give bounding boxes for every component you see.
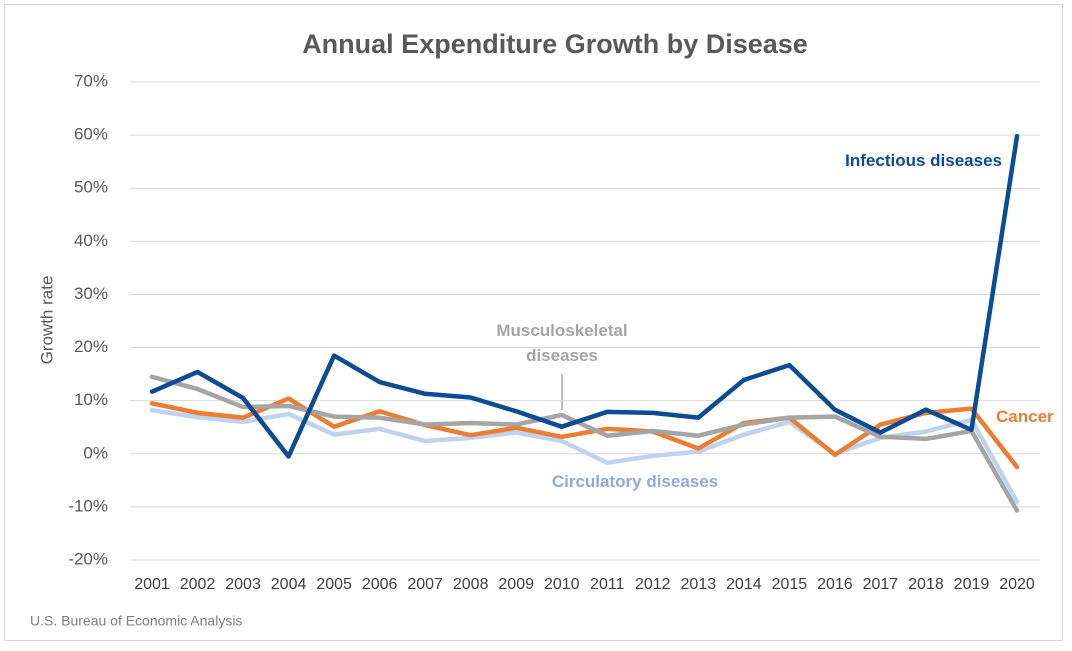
x-tick-label: 2012 (635, 576, 671, 593)
y-tick-label: 10% (74, 390, 108, 409)
x-tick-label: 2006 (362, 576, 398, 593)
series-label: Infectious diseases (845, 151, 1002, 170)
x-tick-label: 2017 (863, 576, 899, 593)
x-tick-label: 2009 (498, 576, 534, 593)
x-tick-label: 2013 (681, 576, 717, 593)
x-tick-label: 2004 (271, 576, 307, 593)
x-tick-label: 2014 (726, 576, 762, 593)
y-tick-label: 40% (74, 231, 108, 250)
x-tick-label: 2001 (134, 576, 170, 593)
x-tick-label: 2005 (316, 576, 352, 593)
chart-border (4, 4, 1063, 641)
x-tick-label: 2008 (453, 576, 489, 593)
x-tick-label: 2020 (999, 576, 1035, 593)
x-tick-label: 2002 (180, 576, 216, 593)
y-tick-label: 50% (74, 178, 108, 197)
x-tick-label: 2007 (407, 576, 443, 593)
chart-title: Annual Expenditure Growth by Disease (302, 29, 808, 59)
y-axis-label: Growth rate (37, 276, 56, 365)
series-label: Circulatory diseases (551, 472, 719, 491)
series-label: Cancer (996, 407, 1054, 426)
series-line (149, 374, 1020, 513)
x-tick-label: 2019 (954, 576, 990, 593)
series-label: Musculoskeletal diseases (496, 321, 628, 365)
y-tick-label: -10% (68, 496, 108, 515)
x-tick-label: 2003 (225, 576, 261, 593)
y-tick-label: 0% (83, 443, 108, 462)
x-tick-label: 2015 (772, 576, 808, 593)
y-tick-label: 30% (74, 284, 108, 303)
x-tick-label: 2018 (908, 576, 944, 593)
series-line (149, 407, 1020, 504)
series-line (149, 133, 1020, 459)
source-note: U.S. Bureau of Economic Analysis (30, 613, 242, 629)
x-tick-label: 2011 (590, 576, 625, 593)
y-tick-label: 20% (74, 337, 108, 356)
x-tick-label: 2010 (544, 576, 580, 593)
y-tick-label: 60% (74, 125, 108, 144)
y-tick-label: -20% (68, 549, 108, 568)
x-tick-label: 2016 (817, 576, 853, 593)
y-tick-label: 70% (74, 71, 108, 90)
